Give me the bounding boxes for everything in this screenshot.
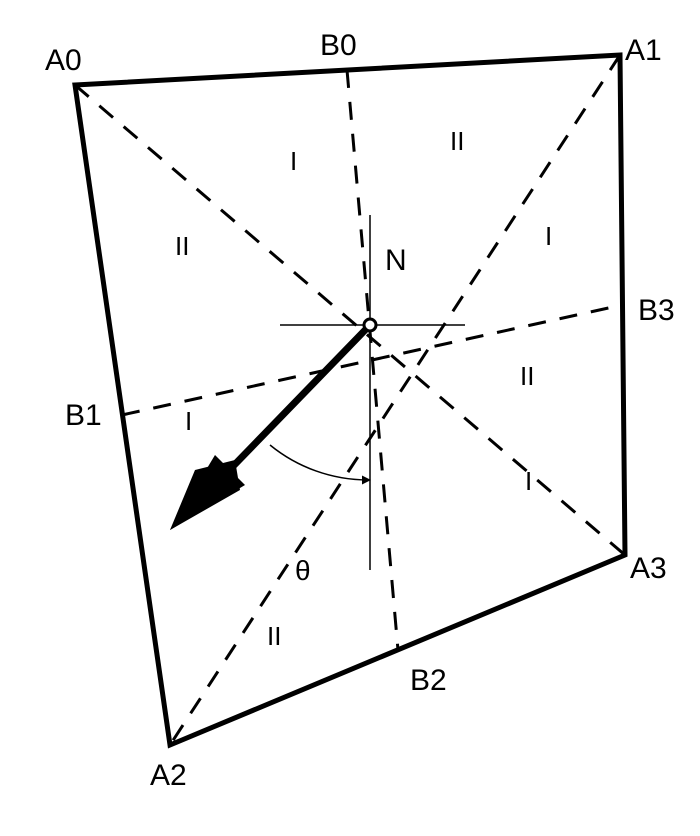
diagram-canvas: A0 A1 A2 A3 B0 B1 B2 B3 N θ II I II I II… <box>0 0 700 836</box>
region-right-low-II: II <box>520 361 534 391</box>
outer-quadrilateral <box>75 55 625 745</box>
label-A3: A3 <box>630 552 667 585</box>
label-A2: A2 <box>150 759 187 792</box>
label-theta: θ <box>295 555 311 586</box>
region-left-low-I: I <box>185 406 192 436</box>
region-right-bot-I: I <box>525 466 532 496</box>
diagonal-A0-A3 <box>75 85 625 555</box>
label-B0: B0 <box>320 29 357 62</box>
region-right-top-I: I <box>545 221 552 251</box>
label-B1: B1 <box>65 399 102 432</box>
diagonal-A1-A2 <box>170 55 620 745</box>
label-B2: B2 <box>410 664 447 697</box>
region-top-mid-I: I <box>290 146 297 176</box>
region-top-left-II: II <box>175 231 189 261</box>
label-B3: B3 <box>638 294 675 327</box>
label-N: N <box>385 244 407 277</box>
label-A1: A1 <box>625 34 662 67</box>
region-bot-mid-II: II <box>267 621 281 651</box>
region-top-right-II: II <box>450 126 464 156</box>
center-point <box>364 319 376 331</box>
label-A0: A0 <box>45 44 82 77</box>
